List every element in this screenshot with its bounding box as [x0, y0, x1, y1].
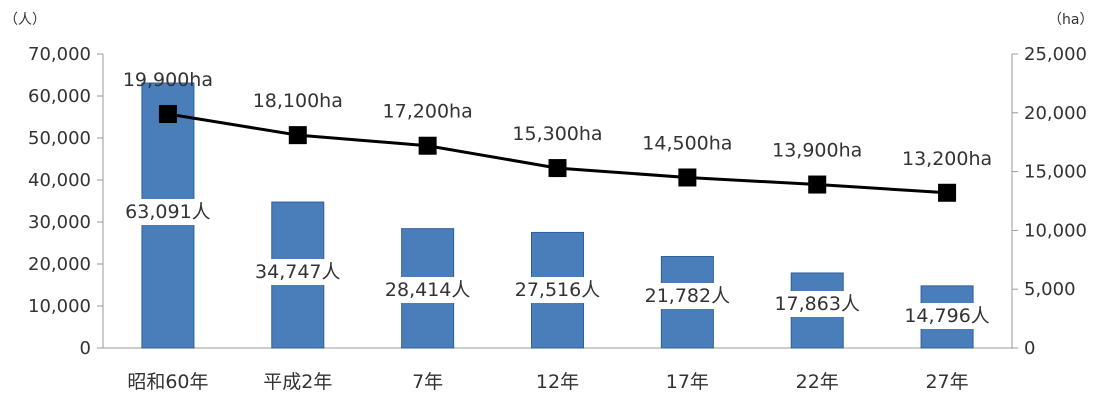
line-label: 14,500ha — [642, 132, 732, 154]
bar-label: 14,796人 — [904, 305, 989, 327]
bar-label-backdrop — [385, 277, 471, 303]
bar-label: 27,516人 — [515, 279, 600, 301]
bar-label-group: 63,091人 34,747人 28,414人 27,516人 21,782人 17,86… — [125, 199, 990, 329]
bar-label: 28,414人 — [385, 279, 470, 301]
left-tick-label: 50,000 — [28, 128, 91, 149]
bar-label: 21,782人 — [645, 285, 730, 307]
right-tick-label: 15,000 — [1024, 162, 1087, 183]
bar-label-backdrop — [515, 277, 600, 303]
right-tick-label: 0 — [1024, 338, 1035, 359]
bar-label-backdrop — [644, 283, 730, 309]
category-label: 22年 — [796, 371, 839, 393]
bar-label-backdrop — [774, 291, 860, 317]
bar-label: 17,863人 — [774, 293, 859, 315]
line-point — [678, 168, 697, 187]
right-axis: 0 5,000 10,000 15,000 20,000 25,000 （ha） — [1011, 12, 1093, 359]
line-point — [808, 175, 827, 194]
line-point — [158, 104, 177, 123]
line-series — [158, 104, 957, 202]
line-label: 17,200ha — [383, 101, 473, 123]
line-label: 13,900ha — [772, 140, 862, 162]
right-tick-label: 10,000 — [1024, 220, 1087, 241]
category-label: 昭和60年 — [127, 371, 208, 393]
bar-label: 34,747人 — [255, 261, 340, 283]
category-label: 17年 — [666, 371, 709, 393]
category-label: 平成2年 — [263, 371, 332, 393]
category-label: 27年 — [925, 371, 968, 393]
line-label: 15,300ha — [512, 123, 602, 145]
left-tick-label: 40,000 — [28, 170, 91, 191]
line-point — [288, 126, 307, 145]
left-tick-label: 70,000 — [28, 44, 91, 65]
line-point — [548, 159, 567, 178]
line-point — [418, 136, 437, 155]
line-point — [938, 183, 957, 202]
left-tick-label: 60,000 — [28, 86, 91, 107]
left-axis-unit: （人） — [4, 12, 46, 28]
category-label: 12年 — [536, 371, 579, 393]
right-tick-label: 25,000 — [1024, 44, 1087, 65]
right-tick-label: 5,000 — [1024, 279, 1076, 300]
bar-label: 63,091人 — [125, 201, 210, 223]
left-tick-label: 0 — [80, 338, 91, 359]
left-tick-label: 10,000 — [28, 296, 91, 317]
left-tick-label: 20,000 — [28, 254, 91, 275]
category-label: 7年 — [412, 371, 443, 393]
line-label: 13,200ha — [902, 148, 992, 170]
bar-label-backdrop — [125, 199, 211, 225]
line-label: 19,900ha — [123, 69, 213, 91]
left-tick-label: 30,000 — [28, 212, 91, 233]
bar-label-backdrop — [904, 303, 990, 329]
category-axis: 昭和60年 平成2年 7年 12年 17年 22年 27年 — [127, 371, 968, 393]
right-tick-label: 20,000 — [1024, 103, 1087, 124]
right-axis-unit: （ha） — [1048, 12, 1093, 28]
line-label-group: 19,900ha 18,100ha 17,200ha 15,300ha 14,500ha… — [123, 69, 992, 170]
line-label: 18,100ha — [253, 90, 343, 112]
bar-label-backdrop — [255, 259, 341, 285]
